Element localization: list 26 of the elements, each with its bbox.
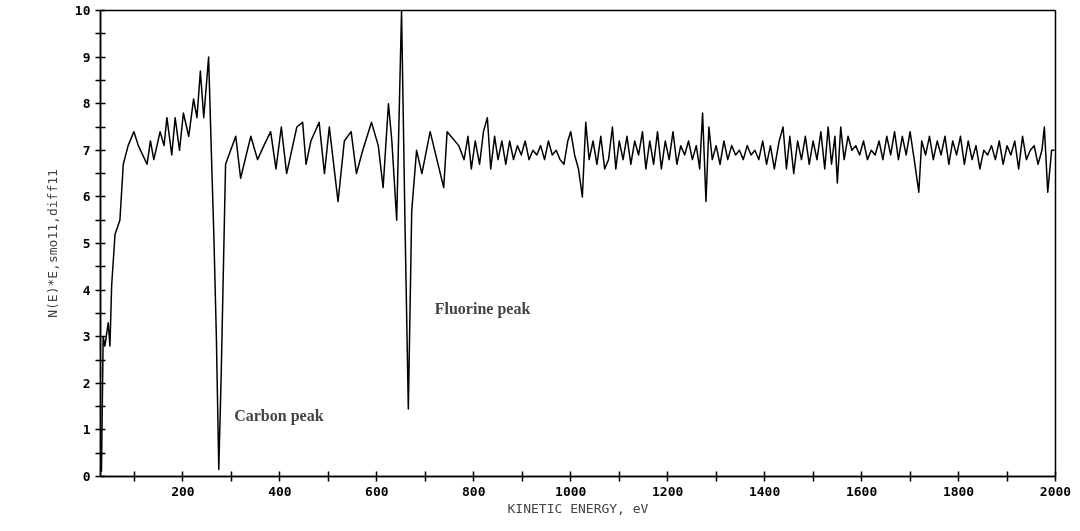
x-tick-label: 1800 (942, 483, 975, 499)
line-series (100, 10, 1056, 473)
y-tick-label: 3 (82, 329, 91, 345)
y-tick-label: 5 (82, 236, 91, 251)
y-tick-label: 9 (82, 49, 91, 65)
x-tick-label: 400 (268, 483, 292, 499)
x-tick-label: 600 (365, 483, 389, 499)
x-tick-label: 1400 (748, 483, 781, 499)
annotation: Carbon peak (234, 407, 324, 426)
annotation: Fluorine peak (434, 300, 531, 319)
y-tick-label: 4 (82, 282, 91, 298)
x-tick-label: 1200 (652, 483, 684, 499)
x-axis-title: KINETIC ENERGY, eV (507, 500, 649, 516)
x-tick-label: 1000 (555, 483, 587, 499)
y-axis-title: N(E)*E,smo11,diff11 (44, 169, 60, 318)
x-tick-label: 200 (171, 483, 195, 499)
y-tick-label: 7 (82, 142, 91, 158)
y-tick-label: 8 (82, 96, 91, 112)
y-tick-label: 0 (82, 469, 91, 484)
y-tick-label: 2 (82, 375, 91, 391)
x-tick-label: 2000 (1039, 483, 1072, 499)
y-tick-label: 1 (82, 422, 91, 438)
x-tick-label: 800 (462, 483, 486, 499)
x-tick-label: 1600 (845, 483, 878, 499)
y-tick-label: 6 (82, 189, 91, 205)
y-tick-label: 10 (74, 3, 91, 18)
